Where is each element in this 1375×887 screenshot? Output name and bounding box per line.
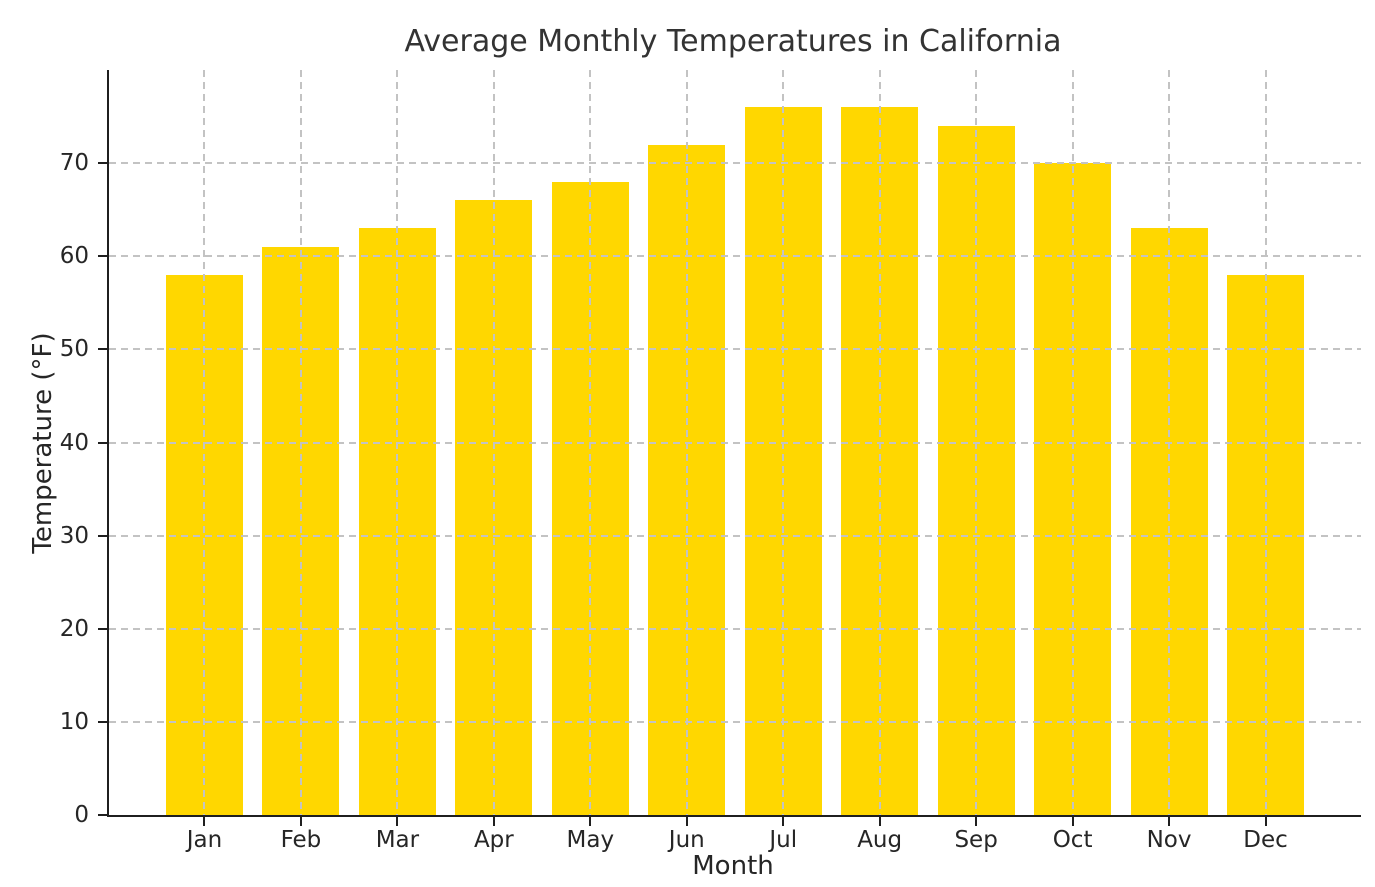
y-tick xyxy=(98,720,107,723)
x-axis-label: Month xyxy=(692,851,774,881)
y-tick xyxy=(98,441,107,444)
x-tick-label: Sep xyxy=(954,827,998,853)
x-tick xyxy=(1168,817,1171,826)
x-tick-label: Oct xyxy=(1052,827,1093,853)
x-tick xyxy=(1071,817,1074,826)
h-gridline xyxy=(109,255,1361,258)
h-gridline xyxy=(109,348,1361,351)
y-tick-label: 10 xyxy=(59,708,89,735)
x-tick-label: Aug xyxy=(857,827,903,853)
x-tick xyxy=(1264,817,1267,826)
y-tick xyxy=(98,627,107,630)
y-tick-label: 50 xyxy=(59,336,89,363)
y-tick xyxy=(98,814,107,816)
chart-title: Average Monthly Temperatures in Californ… xyxy=(404,24,1062,59)
v-gridline xyxy=(782,70,785,815)
h-gridline xyxy=(109,441,1361,444)
y-tick-label: 20 xyxy=(59,615,89,642)
plot-area: 0 10 20 30 40 50 60 70 Jan Feb Mar Apr May Jun Jul Aug S… xyxy=(60,70,1361,853)
y-tick xyxy=(98,534,107,537)
y-tick-label: 60 xyxy=(59,243,89,270)
v-gridline xyxy=(1264,70,1267,815)
y-tick xyxy=(98,348,107,351)
x-tick xyxy=(203,817,206,826)
h-gridline xyxy=(109,534,1361,537)
y-tick-label: 70 xyxy=(59,150,89,177)
y-tick-label: 0 xyxy=(74,802,89,828)
x-tick xyxy=(492,817,495,826)
x-tick-label: Mar xyxy=(375,827,420,853)
x-tick-label: Nov xyxy=(1146,827,1192,853)
x-tick-label: May xyxy=(566,827,615,853)
x-tick-label: Jul xyxy=(769,827,798,853)
x-tick-label: Jun xyxy=(668,827,705,853)
x-tick xyxy=(685,817,688,826)
v-gridline xyxy=(299,70,302,815)
x-tick-label: Jan xyxy=(186,827,223,853)
v-gridline xyxy=(203,70,206,815)
v-gridline xyxy=(1071,70,1074,815)
x-tick xyxy=(782,817,785,826)
v-gridline xyxy=(685,70,688,815)
v-gridline xyxy=(975,70,978,815)
x-tick-label: Feb xyxy=(280,827,322,853)
x-tick-label: Apr xyxy=(473,827,514,853)
x-tick xyxy=(878,817,881,826)
y-tick xyxy=(98,255,107,258)
h-gridline xyxy=(109,720,1361,723)
x-tick xyxy=(299,817,302,826)
h-gridline xyxy=(109,162,1361,165)
v-gridline xyxy=(589,70,592,815)
v-gridline xyxy=(396,70,399,815)
y-tick-label: 30 xyxy=(59,522,89,549)
v-gridline xyxy=(492,70,495,815)
v-gridline xyxy=(1168,70,1171,815)
y-tick-label: 40 xyxy=(59,429,89,456)
x-tick xyxy=(975,817,978,826)
y-tick xyxy=(98,162,107,165)
x-tick xyxy=(589,817,592,826)
h-gridline xyxy=(109,627,1361,630)
x-tick-label: Dec xyxy=(1243,827,1288,853)
v-gridline xyxy=(878,70,881,815)
x-tick xyxy=(396,817,399,826)
